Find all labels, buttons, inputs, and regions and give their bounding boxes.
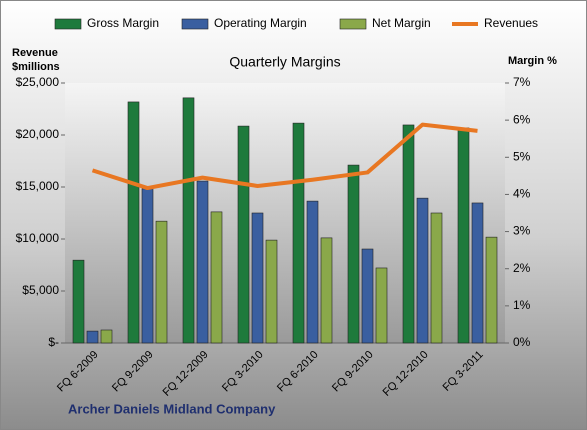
y2-tick-label: 1% <box>513 298 531 312</box>
y2-tick-label: 2% <box>513 261 531 275</box>
legend-label: Revenues <box>484 16 538 30</box>
legend-label: Operating Margin <box>214 16 307 30</box>
bar <box>402 124 415 344</box>
y2-tick-label: 5% <box>513 149 531 163</box>
y-tick-label: $25,000 <box>16 75 60 89</box>
y2-tick-label: 4% <box>513 187 531 201</box>
bar <box>72 259 85 344</box>
bar <box>306 200 319 344</box>
legend-label: Net Margin <box>372 16 431 30</box>
bar <box>471 202 484 344</box>
bar <box>210 211 223 344</box>
legend-swatch <box>54 18 82 30</box>
bar <box>237 125 250 344</box>
bar <box>100 329 113 344</box>
bar <box>182 97 195 344</box>
y-tick-label: $- <box>48 335 59 349</box>
bar <box>416 197 429 344</box>
bar <box>196 180 209 344</box>
footer: Archer Daniels Midland Company <box>68 401 276 416</box>
bar <box>361 248 374 344</box>
legend-swatch <box>339 18 367 30</box>
y2-tick-label: 3% <box>513 224 531 238</box>
bar <box>292 122 305 344</box>
y-tick-label: $5,000 <box>22 283 59 297</box>
bar <box>155 220 168 344</box>
bar <box>485 236 498 344</box>
line <box>91 122 478 191</box>
bar <box>86 330 99 344</box>
chart-title: Quarterly Margins <box>229 54 340 70</box>
bar <box>127 101 140 344</box>
y2-tick-label: 6% <box>513 112 531 126</box>
bar <box>265 239 278 344</box>
bar <box>375 267 388 344</box>
y-axis-label: Revenue $millions <box>12 47 60 73</box>
bar <box>251 212 264 344</box>
legend-swatch <box>181 18 209 30</box>
bar <box>457 127 470 344</box>
y-tick-label: $15,000 <box>16 179 60 193</box>
bar <box>430 212 443 344</box>
bar <box>320 237 333 344</box>
y2-axis-label: Margin % <box>508 55 557 67</box>
bar <box>141 188 154 344</box>
y2-tick-label: 0% <box>513 335 531 349</box>
legend-label: Gross Margin <box>87 16 159 30</box>
y-tick-label: $20,000 <box>16 127 60 141</box>
y-tick-label: $10,000 <box>16 231 60 245</box>
bar <box>347 164 360 344</box>
y2-tick-label: 7% <box>513 75 531 89</box>
